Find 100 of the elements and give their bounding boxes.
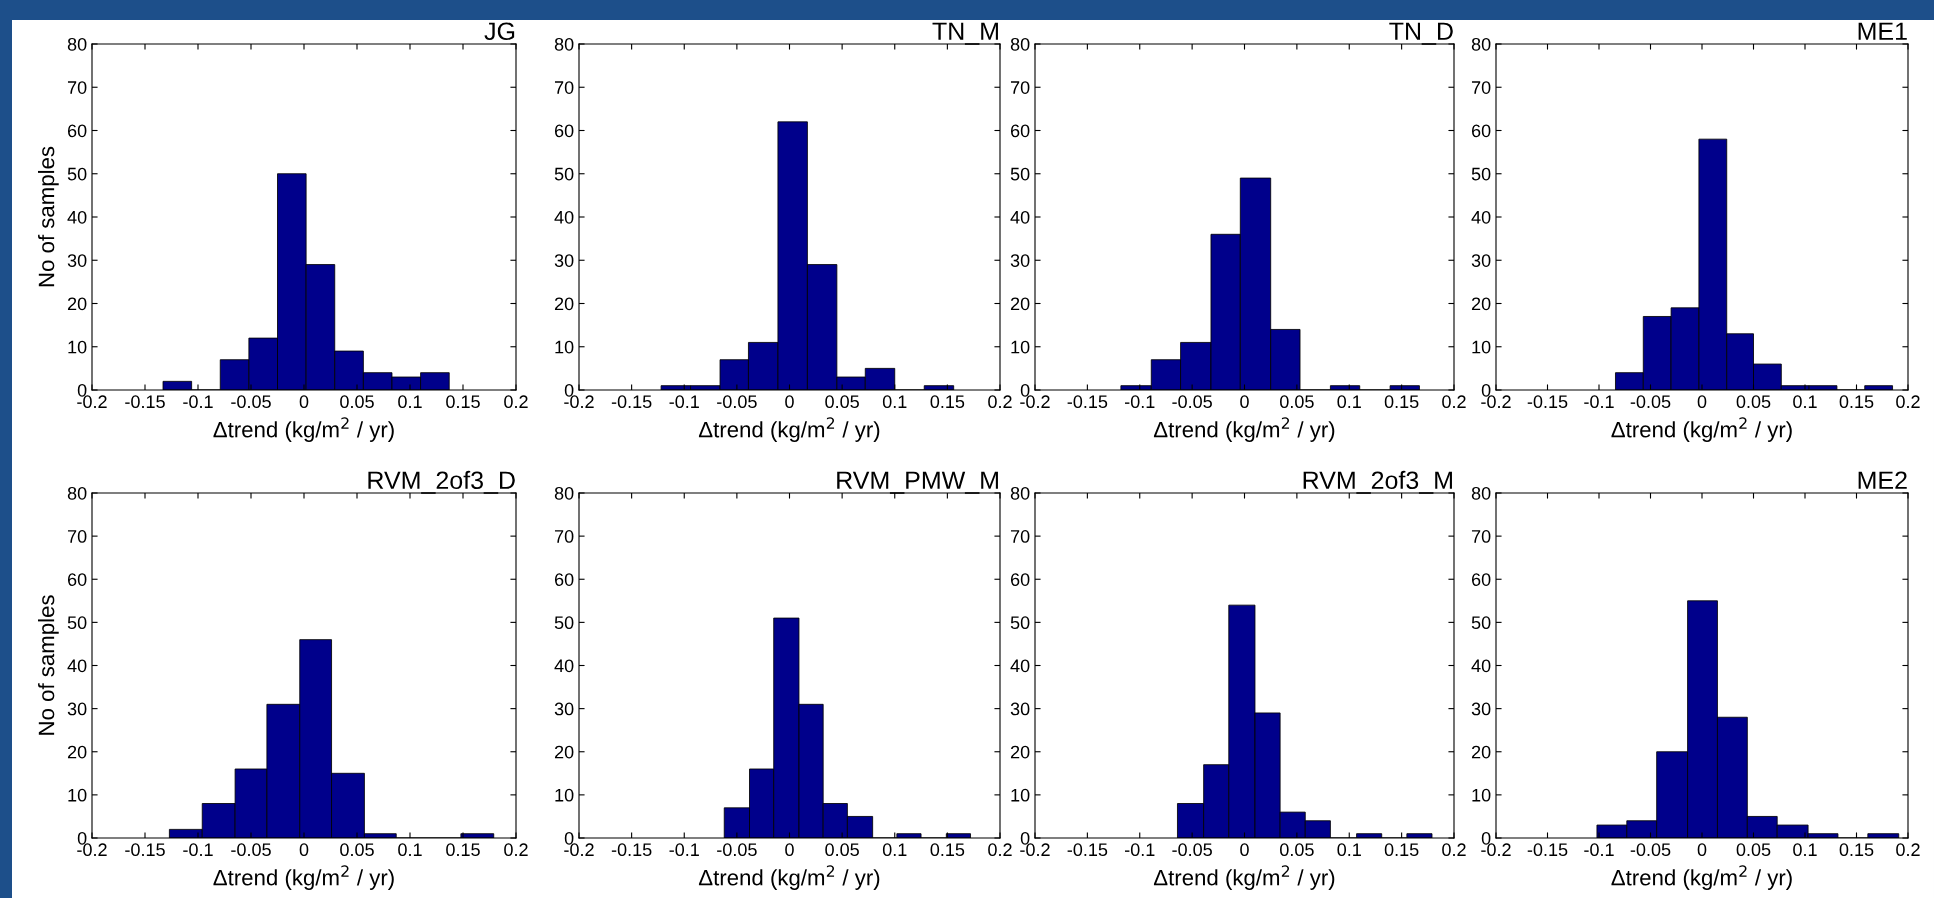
y-tick-label: 40 <box>1010 210 1030 224</box>
x-tick-label: -0.2 <box>1020 395 1050 409</box>
y-tick-label: 10 <box>1011 788 1030 802</box>
y-tick-label: 60 <box>1010 573 1030 586</box>
y-tick-label: 60 <box>554 573 574 586</box>
y-tick-label: 30 <box>1471 254 1491 267</box>
x-tick-label: 0.05 <box>1280 843 1314 857</box>
x-axis-title: Δtrend (kg/m$^{2}$ / yr) <box>698 417 880 442</box>
x-tick-label: -0.05 <box>231 395 271 409</box>
y-tick-label: 20 <box>554 745 574 759</box>
x-axis-title: Δtrend (kg/m$^{2}$ / yr) <box>213 865 394 890</box>
y-tick-label: 60 <box>1010 124 1030 138</box>
x-tick-label: 0.05 <box>1280 395 1314 409</box>
y-tick-label: 50 <box>1471 167 1491 181</box>
chart-title: TN_D <box>1389 22 1453 45</box>
x-tick-label: 0.2 <box>988 395 1012 409</box>
x-tick-label: 0 <box>785 843 794 857</box>
y-tick-label: 50 <box>1010 616 1030 630</box>
x-tick-label: 0.05 <box>340 843 374 857</box>
y-tick-label: 0 <box>564 831 574 845</box>
y-tick-label: 80 <box>1010 37 1030 51</box>
x-tick-label: -0.1 <box>1125 395 1155 409</box>
y-tick-label: 40 <box>67 210 87 224</box>
x-tick-label: 0.15 <box>1384 395 1419 409</box>
y-tick-label: 40 <box>554 210 574 224</box>
y-tick-label: 10 <box>1472 788 1491 802</box>
x-tick-label: 0.05 <box>825 843 859 857</box>
y-tick-label: 50 <box>67 616 87 630</box>
y-tick-label: 10 <box>1472 340 1491 354</box>
chart-title: JG <box>484 22 515 41</box>
x-tick-label: 0.15 <box>446 395 480 409</box>
y-tick-label: 70 <box>1471 81 1491 94</box>
x-tick-label: 0.1 <box>1793 843 1817 857</box>
y-tick-label: 30 <box>1010 702 1030 716</box>
y-tick-label: 80 <box>67 37 87 51</box>
x-tick-label: 0 <box>1240 843 1249 857</box>
y-tick-label: 50 <box>1471 616 1491 630</box>
x-tick-label: -0.05 <box>717 395 757 409</box>
y-tick-label: 60 <box>554 124 574 138</box>
y-tick-label: 60 <box>1471 573 1491 586</box>
y-tick-label: 20 <box>67 297 87 311</box>
chart-title: RVM_PMW_M <box>837 471 998 494</box>
y-tick-label: 80 <box>67 486 87 500</box>
y-tick-label: 10 <box>555 788 574 802</box>
y-axis-title: No of samples <box>38 146 59 287</box>
y-tick-label: 40 <box>1010 659 1030 673</box>
x-tick-label: 0.05 <box>825 395 859 409</box>
x-tick-label: -0.15 <box>125 395 165 409</box>
y-tick-label: 70 <box>554 530 574 543</box>
y-tick-label: 50 <box>67 167 87 181</box>
y-tick-label: 50 <box>554 616 574 630</box>
x-tick-label: 0.15 <box>446 843 480 857</box>
y-tick-label: 0 <box>77 831 87 845</box>
x-tick-label: 0.15 <box>1839 395 1874 409</box>
x-tick-label: -0.15 <box>611 843 652 857</box>
x-tick-label: 0.1 <box>1793 395 1817 409</box>
x-tick-label: 0.2 <box>1442 395 1466 409</box>
y-tick-label: 30 <box>67 702 87 716</box>
x-tick-label: 0.2 <box>988 843 1012 857</box>
x-tick-label: 0 <box>299 395 309 409</box>
y-tick-label: 80 <box>554 37 574 51</box>
x-tick-label: 0.1 <box>1337 843 1361 857</box>
x-tick-label: -0.1 <box>1584 843 1614 857</box>
x-tick-label: 0.2 <box>504 395 528 409</box>
y-tick-label: 50 <box>554 167 574 181</box>
x-tick-label: -0.15 <box>1527 395 1568 409</box>
y-tick-label: 70 <box>1010 530 1030 543</box>
x-tick-label: -0.15 <box>611 395 652 409</box>
chart-title: ME2 <box>1858 471 1907 489</box>
y-tick-label: 20 <box>1010 745 1030 759</box>
y-tick-label: 20 <box>67 745 87 759</box>
chart-title: RVM_2of3_D <box>368 470 515 494</box>
x-tick-label: -0.15 <box>125 843 165 857</box>
y-tick-label: 10 <box>555 340 574 354</box>
y-tick-label: 30 <box>554 254 574 267</box>
y-tick-label: 60 <box>67 573 87 586</box>
y-tick-label: 80 <box>1471 37 1491 51</box>
x-tick-label: 0.2 <box>1896 843 1920 857</box>
y-tick-label: 10 <box>68 340 87 354</box>
x-tick-label: -0.15 <box>1067 395 1108 409</box>
y-tick-label: 70 <box>67 81 87 94</box>
y-tick-label: 70 <box>1471 530 1491 543</box>
y-tick-label: 30 <box>1010 254 1030 267</box>
x-tick-label: -0.05 <box>1172 843 1212 857</box>
x-tick-label: 0.2 <box>504 843 528 857</box>
x-axis-title: Δtrend (kg/m$^{2}$ / yr) <box>698 865 880 890</box>
y-tick-label: 20 <box>554 297 574 311</box>
x-axis-title: Δtrend (kg/m$^{2}$ / yr) <box>213 417 394 442</box>
x-axis-title: Δtrend (kg/m$^{2}$ / yr) <box>1611 417 1792 442</box>
y-tick-label: 20 <box>1471 297 1491 311</box>
x-tick-label: 0.1 <box>398 843 422 857</box>
y-tick-label: 40 <box>67 659 87 673</box>
x-tick-label: -0.1 <box>669 843 699 857</box>
x-tick-label: 0 <box>1697 843 1707 857</box>
x-tick-label: -0.05 <box>231 843 271 857</box>
x-tick-label: 0.1 <box>1337 395 1361 409</box>
y-tick-label: 20 <box>1010 297 1030 311</box>
x-tick-label: -0.05 <box>1630 395 1671 409</box>
x-tick-label: -0.2 <box>1481 843 1511 857</box>
x-tick-label: -0.1 <box>183 395 213 409</box>
